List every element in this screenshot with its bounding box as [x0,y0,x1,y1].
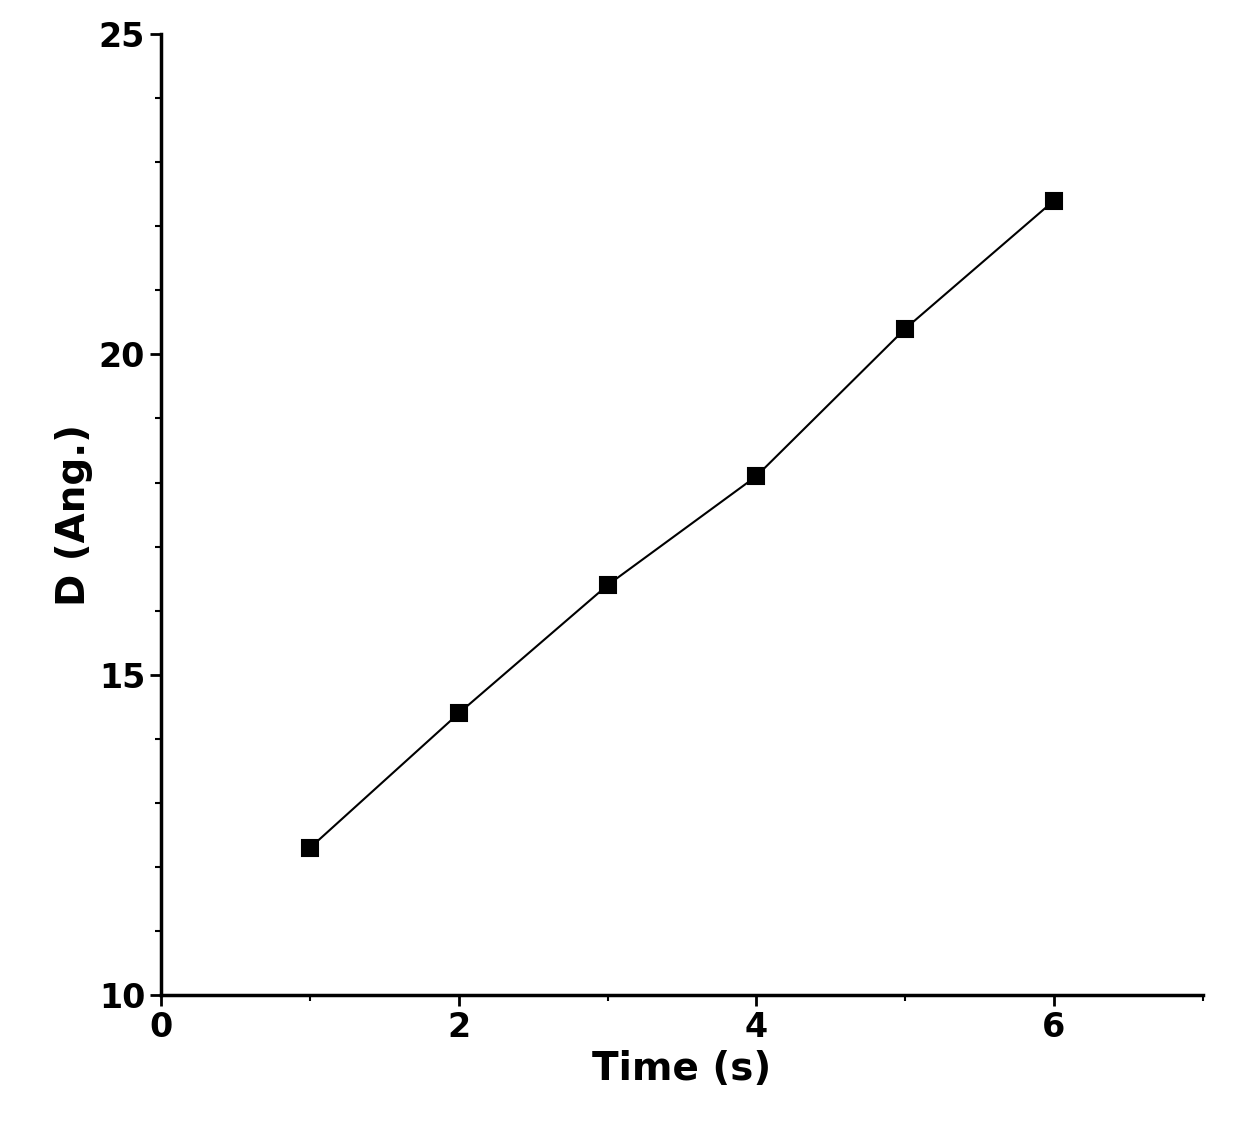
Y-axis label: D (Ang.): D (Ang.) [56,424,93,605]
X-axis label: Time (s): Time (s) [593,1050,771,1088]
